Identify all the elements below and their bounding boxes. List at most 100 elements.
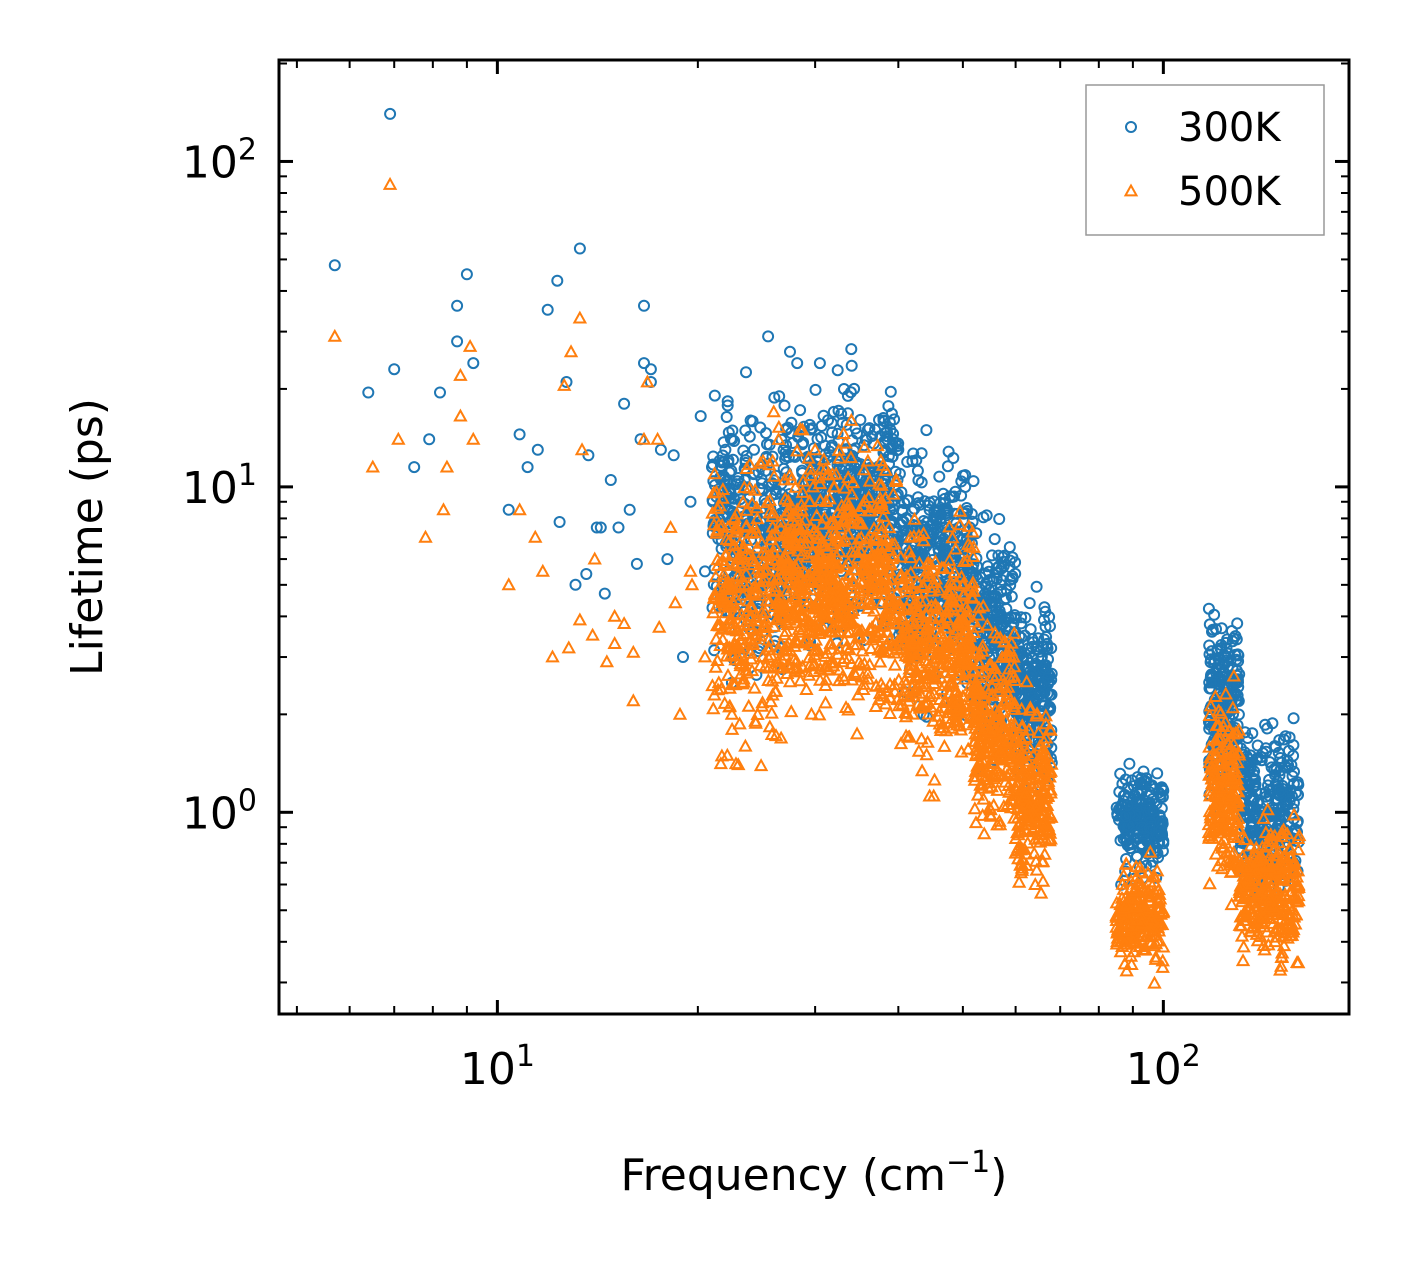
data-point — [573, 242, 586, 255]
data-point — [952, 666, 968, 680]
data-point — [1033, 885, 1049, 899]
data-point — [734, 607, 749, 621]
data-point — [933, 723, 949, 736]
data-point — [877, 414, 890, 427]
data-point — [732, 652, 747, 666]
data-point — [713, 756, 729, 770]
data-point — [1017, 795, 1032, 809]
data-point — [908, 601, 924, 615]
data-point — [924, 583, 940, 597]
data-point — [893, 736, 909, 750]
data-point — [895, 610, 910, 624]
data-point — [967, 769, 982, 783]
data-point — [941, 460, 954, 473]
data-point — [630, 557, 643, 570]
data-point — [1019, 674, 1034, 688]
data-point — [842, 624, 858, 638]
data-point — [894, 577, 909, 591]
data-point — [1014, 856, 1029, 870]
data-point — [971, 607, 986, 621]
data-point — [744, 620, 759, 634]
data-point — [708, 631, 724, 645]
data-point — [328, 259, 341, 272]
data-point — [724, 432, 737, 445]
data-point — [986, 549, 998, 562]
data-point — [784, 345, 796, 358]
data-point — [784, 704, 799, 718]
data-point — [915, 638, 931, 651]
data-point — [1123, 757, 1136, 770]
data-point — [1157, 837, 1170, 850]
data-point — [1211, 731, 1227, 745]
data-point — [782, 503, 797, 517]
data-point — [1001, 777, 1017, 791]
data-point — [844, 544, 859, 558]
data-point — [1205, 669, 1217, 682]
data-point — [779, 623, 794, 637]
data-point — [766, 545, 782, 559]
data-point — [1231, 793, 1246, 807]
data-point — [942, 686, 957, 700]
data-point — [1148, 949, 1164, 963]
data-point — [982, 656, 998, 670]
data-point — [513, 428, 526, 441]
data-point — [1012, 823, 1027, 837]
data-point — [1124, 957, 1139, 971]
data-point — [992, 683, 1007, 697]
data-point — [1208, 608, 1221, 621]
data-point — [823, 515, 838, 529]
data-point — [724, 646, 739, 660]
data-point — [932, 626, 948, 640]
data-point — [1036, 741, 1051, 755]
data-point — [715, 620, 731, 634]
data-point — [794, 503, 810, 517]
data-point — [1113, 944, 1128, 958]
data-point — [820, 645, 835, 659]
data-point — [1137, 765, 1150, 778]
data-point — [750, 707, 765, 720]
data-point — [739, 502, 754, 516]
data-point — [818, 461, 834, 475]
data-point — [740, 617, 756, 630]
data-point — [727, 510, 742, 524]
data-point — [1042, 807, 1058, 821]
data-point — [710, 618, 725, 632]
data-point — [876, 643, 892, 657]
data-point — [1014, 862, 1030, 876]
data-point — [880, 683, 895, 697]
data-point — [952, 503, 968, 517]
data-point — [795, 579, 810, 593]
data-point — [730, 568, 746, 582]
data-point — [814, 547, 829, 561]
data-point — [1218, 670, 1231, 683]
data-point — [911, 743, 927, 757]
data-point — [851, 531, 866, 545]
data-point — [882, 520, 897, 534]
data-point — [1014, 806, 1029, 820]
data-point — [1013, 758, 1028, 771]
data-point — [1141, 847, 1154, 860]
data-point — [826, 597, 841, 611]
data-point — [791, 357, 804, 370]
data-point — [970, 619, 985, 633]
data-point — [981, 739, 996, 753]
data-point — [805, 545, 821, 559]
data-point — [839, 495, 855, 509]
data-point — [716, 456, 728, 469]
data-point — [594, 521, 607, 534]
data-point — [1015, 734, 1030, 748]
data-point — [838, 591, 853, 605]
data-point — [1031, 725, 1046, 739]
data-point — [712, 498, 728, 512]
data-point — [970, 743, 986, 756]
data-point — [755, 453, 771, 467]
data-point — [762, 330, 775, 343]
data-point — [916, 533, 931, 547]
data-point — [1017, 788, 1032, 802]
data-point — [802, 494, 818, 507]
data-point — [865, 564, 880, 578]
data-point — [1036, 760, 1052, 774]
data-point — [809, 383, 822, 396]
data-point — [845, 343, 858, 356]
data-point — [638, 299, 650, 312]
